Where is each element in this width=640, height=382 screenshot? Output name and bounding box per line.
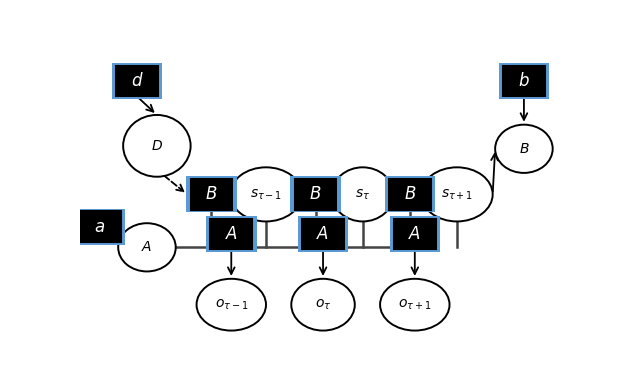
Text: $a$: $a$ xyxy=(94,218,106,236)
Bar xyxy=(390,216,440,252)
Bar xyxy=(499,63,549,99)
Ellipse shape xyxy=(421,167,493,222)
Text: $s_{\tau+1}$: $s_{\tau+1}$ xyxy=(441,187,473,202)
Bar xyxy=(74,209,125,245)
Ellipse shape xyxy=(291,279,355,330)
Text: $s_{\tau}$: $s_{\tau}$ xyxy=(355,187,371,202)
Text: $b$: $b$ xyxy=(518,72,530,90)
Bar xyxy=(186,176,237,212)
Bar xyxy=(291,176,341,212)
Text: $o_{\tau}$: $o_{\tau}$ xyxy=(315,298,332,312)
Ellipse shape xyxy=(196,279,266,330)
Ellipse shape xyxy=(230,167,301,222)
Text: $A$: $A$ xyxy=(316,225,330,243)
Text: $D$: $D$ xyxy=(151,139,163,153)
Bar xyxy=(116,66,158,96)
Text: $o_{\tau-1}$: $o_{\tau-1}$ xyxy=(214,298,248,312)
Ellipse shape xyxy=(495,125,553,173)
Text: $B$: $B$ xyxy=(404,185,416,203)
Bar xyxy=(389,179,431,210)
Text: $A$: $A$ xyxy=(141,240,152,254)
Bar xyxy=(79,212,121,242)
Bar xyxy=(191,179,232,210)
Text: $d$: $d$ xyxy=(131,72,143,90)
Bar xyxy=(503,66,545,96)
Ellipse shape xyxy=(380,279,449,330)
Bar xyxy=(298,216,348,252)
Text: $B$: $B$ xyxy=(205,185,218,203)
Text: $B$: $B$ xyxy=(518,142,529,156)
Text: $o_{\tau+1}$: $o_{\tau+1}$ xyxy=(398,298,431,312)
Bar xyxy=(302,219,344,249)
Text: $B$: $B$ xyxy=(309,185,322,203)
Bar xyxy=(295,179,337,210)
Text: $A$: $A$ xyxy=(408,225,421,243)
Ellipse shape xyxy=(332,167,394,222)
Bar xyxy=(394,219,436,249)
Ellipse shape xyxy=(118,223,176,272)
Bar xyxy=(112,63,163,99)
Text: $A$: $A$ xyxy=(225,225,238,243)
Bar xyxy=(211,219,252,249)
Ellipse shape xyxy=(123,115,191,177)
Text: $s_{\tau-1}$: $s_{\tau-1}$ xyxy=(250,187,282,202)
Bar xyxy=(385,176,435,212)
Bar xyxy=(206,216,257,252)
